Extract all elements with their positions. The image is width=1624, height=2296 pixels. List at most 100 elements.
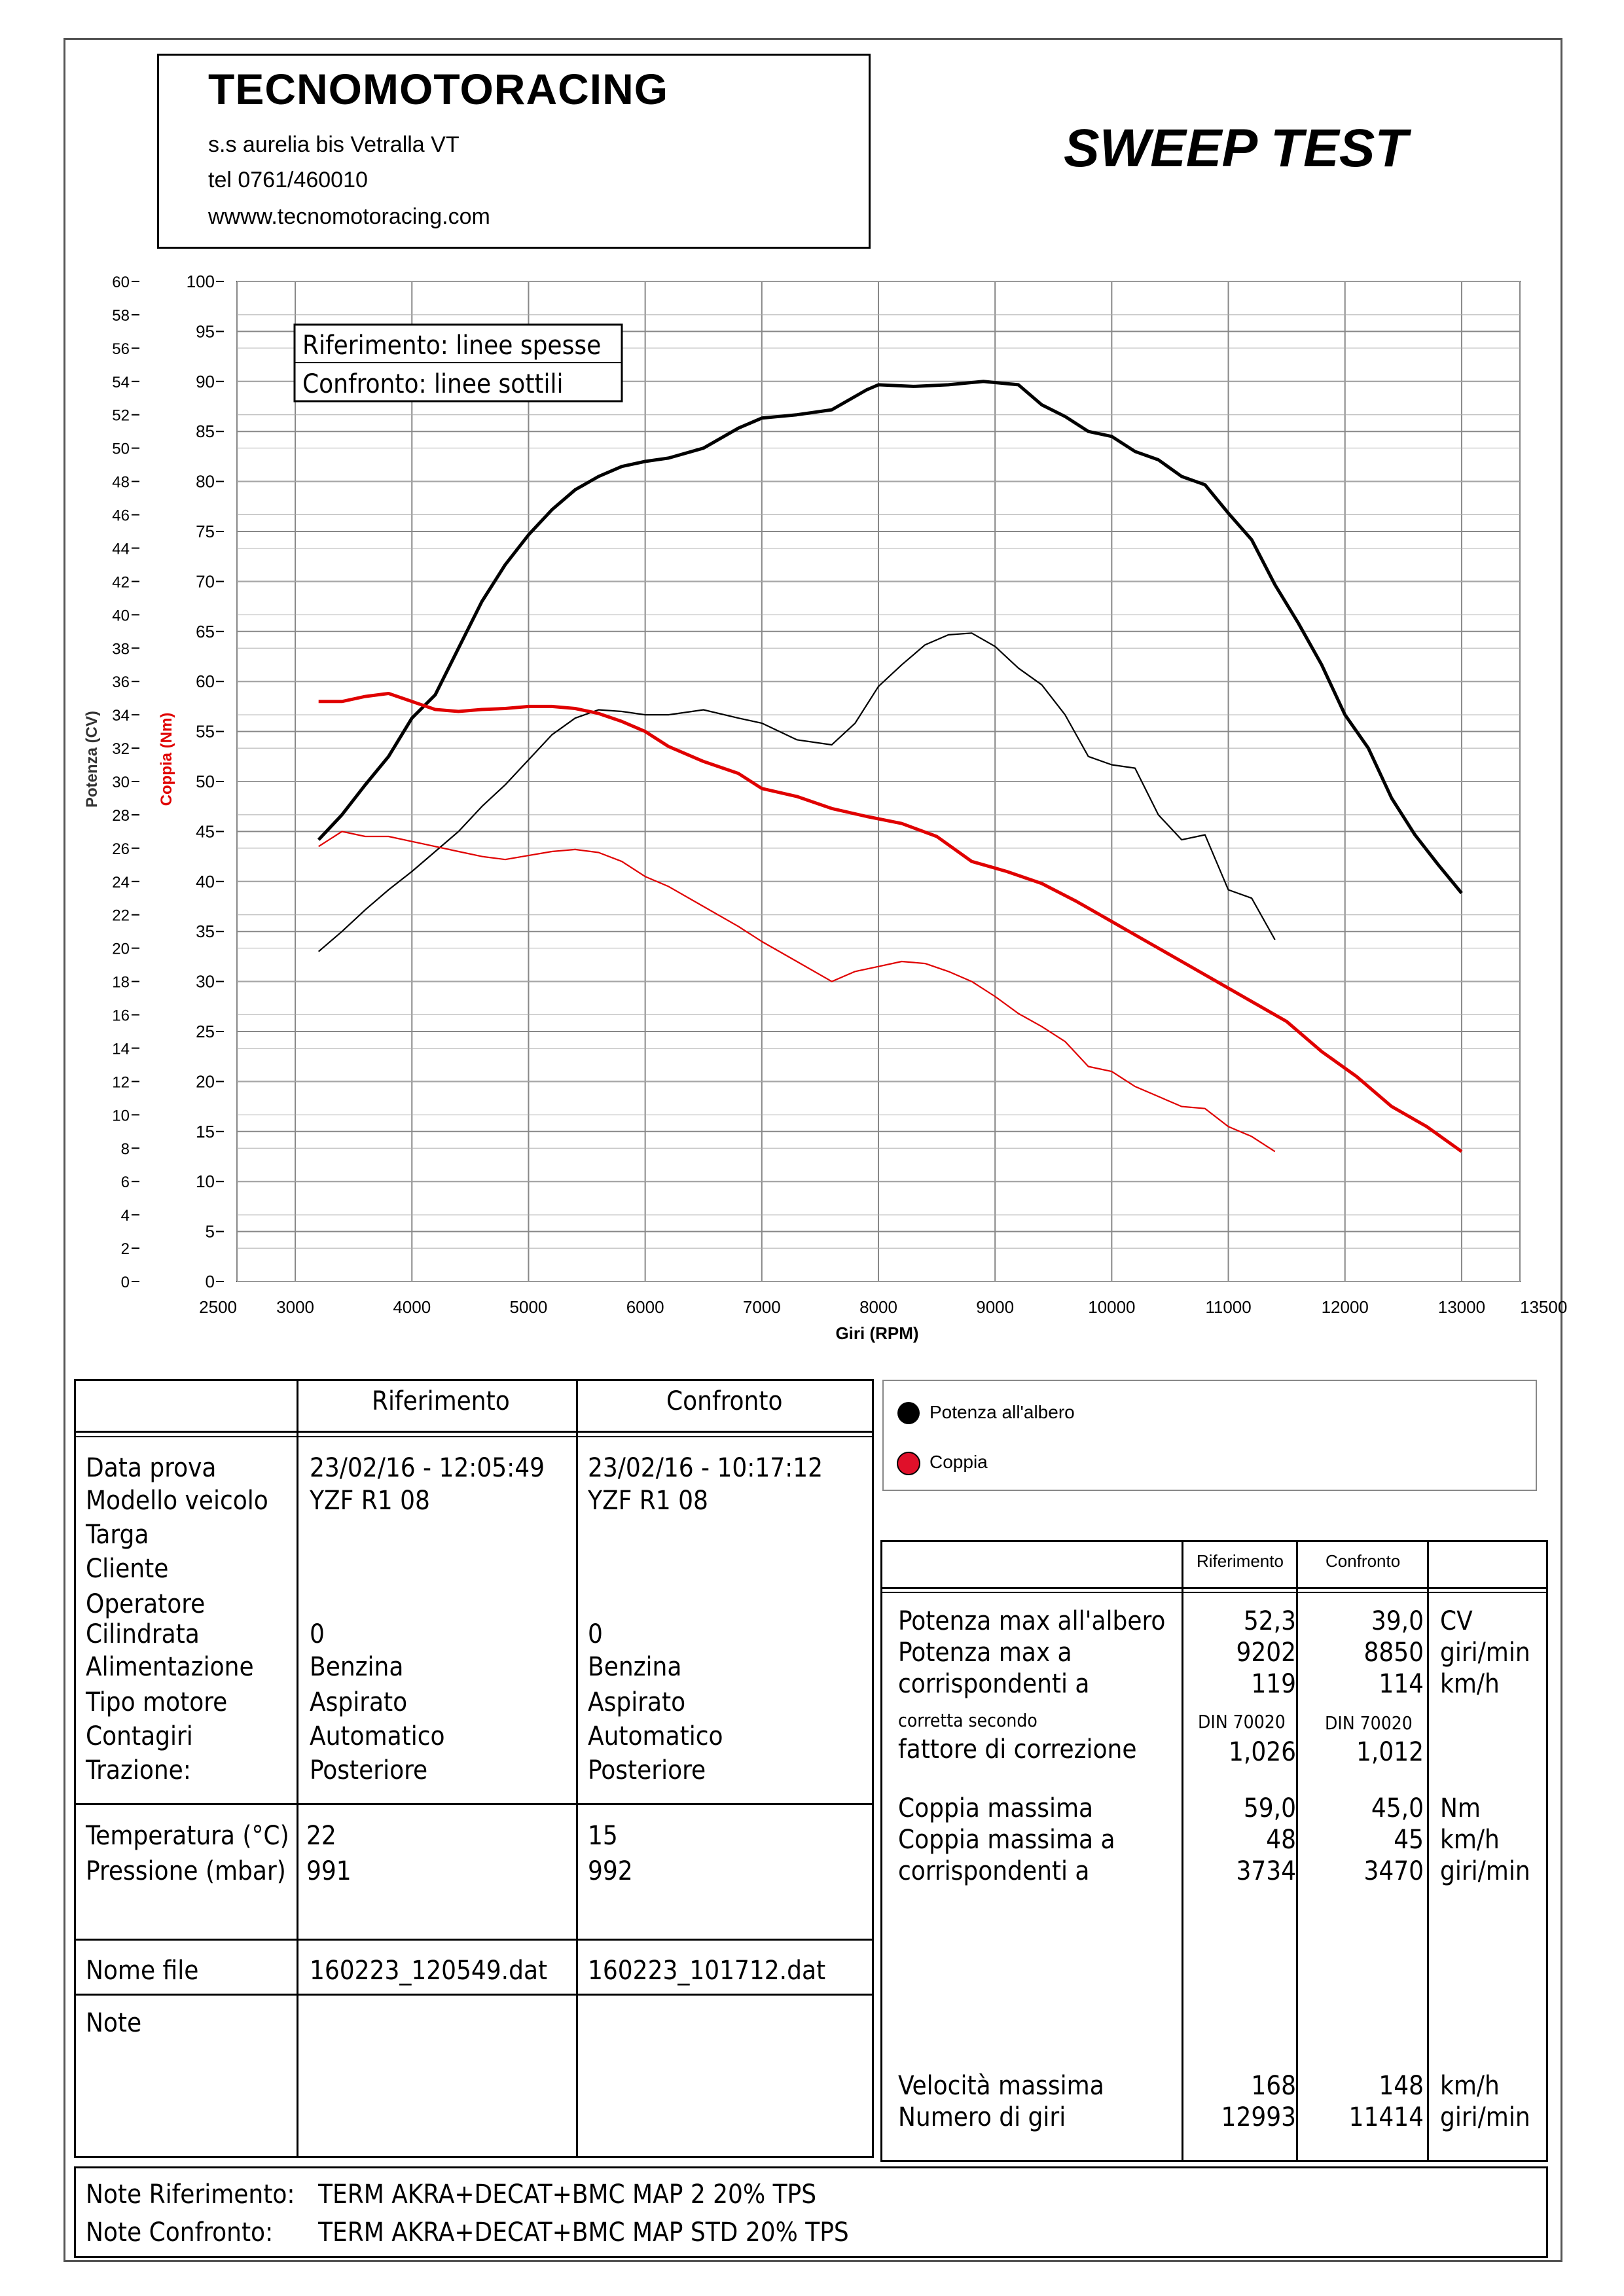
company-address: s.s aurelia bis Vetralla VT (208, 132, 460, 157)
fattore-label: fattore di correzione (898, 1734, 1137, 1765)
result-ref-value: 168 (1251, 2071, 1296, 2101)
x-tick-label: 8000 (859, 1297, 897, 1317)
y-right-tick-label: 35 (196, 922, 215, 941)
series-line-coppia-reference (318, 692, 1463, 1153)
y-left-tick-label: 18 (112, 974, 130, 992)
result-cmp-value: 3470 (1363, 1856, 1424, 1886)
ref-contagiri: Automatico (310, 1721, 445, 1751)
legend-power-marker (897, 1402, 920, 1424)
y-left-tick-label: 6 (121, 1174, 130, 1191)
info-label: Modello veicolo (86, 1486, 268, 1516)
y-left-tick-label: 28 (112, 807, 130, 825)
info-label: Operatore (86, 1589, 206, 1619)
y-left-tick-label: 50 (112, 440, 130, 458)
result-cmp-value: 39,0 (1371, 1606, 1424, 1636)
result-unit: km/h (1440, 1825, 1500, 1855)
info-col-cmp-header: Confronto (666, 1386, 783, 1416)
y-right-tick-label: 15 (196, 1122, 215, 1141)
result-label: Coppia massima a (898, 1825, 1115, 1855)
y-left-tick-label: 38 (112, 640, 130, 658)
y-left-tick-label: 16 (112, 1007, 130, 1025)
ref-press: 991 (306, 1856, 352, 1886)
y-right-tick-label: 90 (196, 372, 215, 391)
info-label: Targa (86, 1520, 149, 1550)
y-left-tick-label: 36 (112, 673, 130, 691)
fattore-ref: 1,026 (1229, 1737, 1296, 1767)
legend-power-label: Potenza all'albero (929, 1402, 1075, 1422)
legend-torque-label: Coppia (929, 1452, 988, 1472)
result-unit: km/h (1440, 1669, 1500, 1699)
y-left-tick-label: 60 (112, 274, 130, 291)
y-right-tick-label: 70 (196, 571, 215, 591)
legend-torque-marker (897, 1452, 920, 1475)
result-cmp-value: 148 (1379, 2071, 1424, 2101)
y-right-tick-label: 20 (196, 1071, 215, 1091)
x-tick-label: 6000 (626, 1297, 664, 1317)
x-tick-label: 5000 (510, 1297, 548, 1317)
result-label: Velocità massima (898, 2071, 1104, 2101)
cmp-file: 160223_101712.dat (588, 1956, 826, 1986)
y-right-tick-label: 100 (187, 272, 215, 291)
info-label: Cilindrata (86, 1619, 200, 1649)
company-phone: tel 0761/460010 (208, 168, 368, 192)
y-left-tick-label: 24 (112, 874, 130, 891)
ref-cilindrata: 0 (310, 1619, 325, 1649)
y-right-tick-label: 80 (196, 472, 215, 492)
y-right-tick-label: 55 (196, 722, 215, 742)
info-label: Contagiri (86, 1721, 193, 1751)
result-cmp-value: 11414 (1348, 2102, 1424, 2132)
series-legend-markers (897, 1402, 920, 1475)
legend-comparison-text: Confronto: linee sottili (302, 369, 564, 399)
ref-alimentazione: Benzina (310, 1652, 404, 1682)
info-col-ref-header: Riferimento (372, 1386, 510, 1416)
note-cmp-text: TERM AKRA+DECAT+BMC MAP STD 20% TPS (318, 2217, 849, 2248)
temp-label: Temperatura (°C) (86, 1821, 289, 1851)
info-label: Tipo motore (86, 1687, 228, 1717)
result-unit: giri/min (1440, 1638, 1530, 1668)
info-label: Cliente (86, 1554, 169, 1584)
result-ref-value: 12993 (1221, 2102, 1296, 2132)
result-unit: giri/min (1440, 2102, 1530, 2132)
result-cmp-value: 45 (1394, 1825, 1424, 1855)
result-unit: km/h (1440, 2071, 1500, 2101)
y-right-axis-label: Coppia (Nm) (158, 713, 175, 806)
y-left-tick-label: 32 (112, 740, 130, 758)
y-left-tick-label: 42 (112, 573, 130, 591)
y-right-tick-label: 5 (206, 1222, 215, 1242)
y-left-tick-label: 2 (121, 1240, 130, 1258)
page-frame (63, 38, 1562, 2262)
y-left-tick-label: 30 (112, 774, 130, 791)
x-tick-label: 4000 (393, 1297, 431, 1317)
ref-temp: 22 (306, 1821, 336, 1851)
cmp-model: YZF R1 08 (588, 1486, 708, 1516)
cmp-temp: 15 (588, 1821, 618, 1851)
corretta-cmp: DIN 70020 (1325, 1712, 1413, 1734)
ref-tipo-motore: Aspirato (310, 1687, 408, 1717)
y-left-tick-label: 10 (112, 1107, 130, 1124)
fattore-cmp: 1,012 (1356, 1737, 1424, 1767)
note-label: Note (86, 2008, 142, 2038)
y-left-axis-label: Potenza (CV) (83, 711, 101, 808)
y-left-tick-label: 20 (112, 941, 130, 958)
y-left-tick-label: 48 (112, 474, 130, 492)
info-table (74, 1379, 874, 2158)
cmp-date: 23/02/16 - 10:17:12 (588, 1453, 823, 1483)
y-left-tick-label: 4 (121, 1207, 130, 1225)
y-left-tick-label: 56 (112, 340, 130, 358)
y-right-tick-label: 10 (196, 1172, 215, 1191)
info-label: Trazione: (86, 1755, 191, 1785)
y-left-tick-label: 54 (112, 374, 130, 391)
note-ref-label: Note Riferimento: (86, 2179, 295, 2210)
series-line-coppia-comparison (318, 831, 1276, 1153)
y-right-tick-label: 65 (196, 622, 215, 641)
report-title: SWEEP TEST (1064, 118, 1408, 178)
result-ref-value: 119 (1251, 1669, 1296, 1699)
y-left-tick-label: 40 (112, 607, 130, 624)
result-unit: CV (1440, 1606, 1473, 1636)
series-line-potenza-reference (317, 380, 1463, 895)
legend-reference-text: Riferimento: linee spesse (302, 331, 601, 361)
chart-reference-legend: Riferimento: linee spesse Confronto: lin… (293, 323, 623, 403)
chart-axes: 2500 3000 4000 5000 6000 7000 8000 9000 10000 110… (112, 272, 1567, 1317)
y-left-tick-label: 58 (112, 307, 130, 325)
result-ref-value: 59,0 (1243, 1793, 1296, 1823)
